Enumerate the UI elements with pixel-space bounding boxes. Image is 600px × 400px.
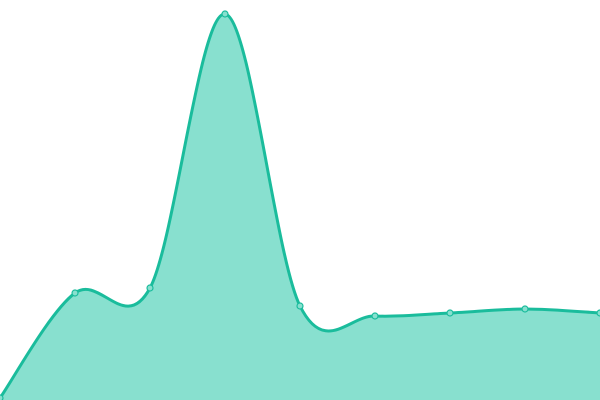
- data-point-2: [146, 284, 154, 292]
- data-point-6: [446, 309, 454, 317]
- data-point-3: [221, 10, 229, 18]
- data-point-8: [596, 309, 600, 317]
- data-points: [0, 10, 600, 400]
- data-point-4: [296, 302, 304, 310]
- data-point-0: [0, 394, 4, 400]
- series-line: [0, 12, 600, 399]
- data-point-1: [71, 289, 79, 297]
- data-point-7: [521, 305, 529, 313]
- area-fill: [0, 13, 600, 400]
- data-point-5: [371, 312, 379, 320]
